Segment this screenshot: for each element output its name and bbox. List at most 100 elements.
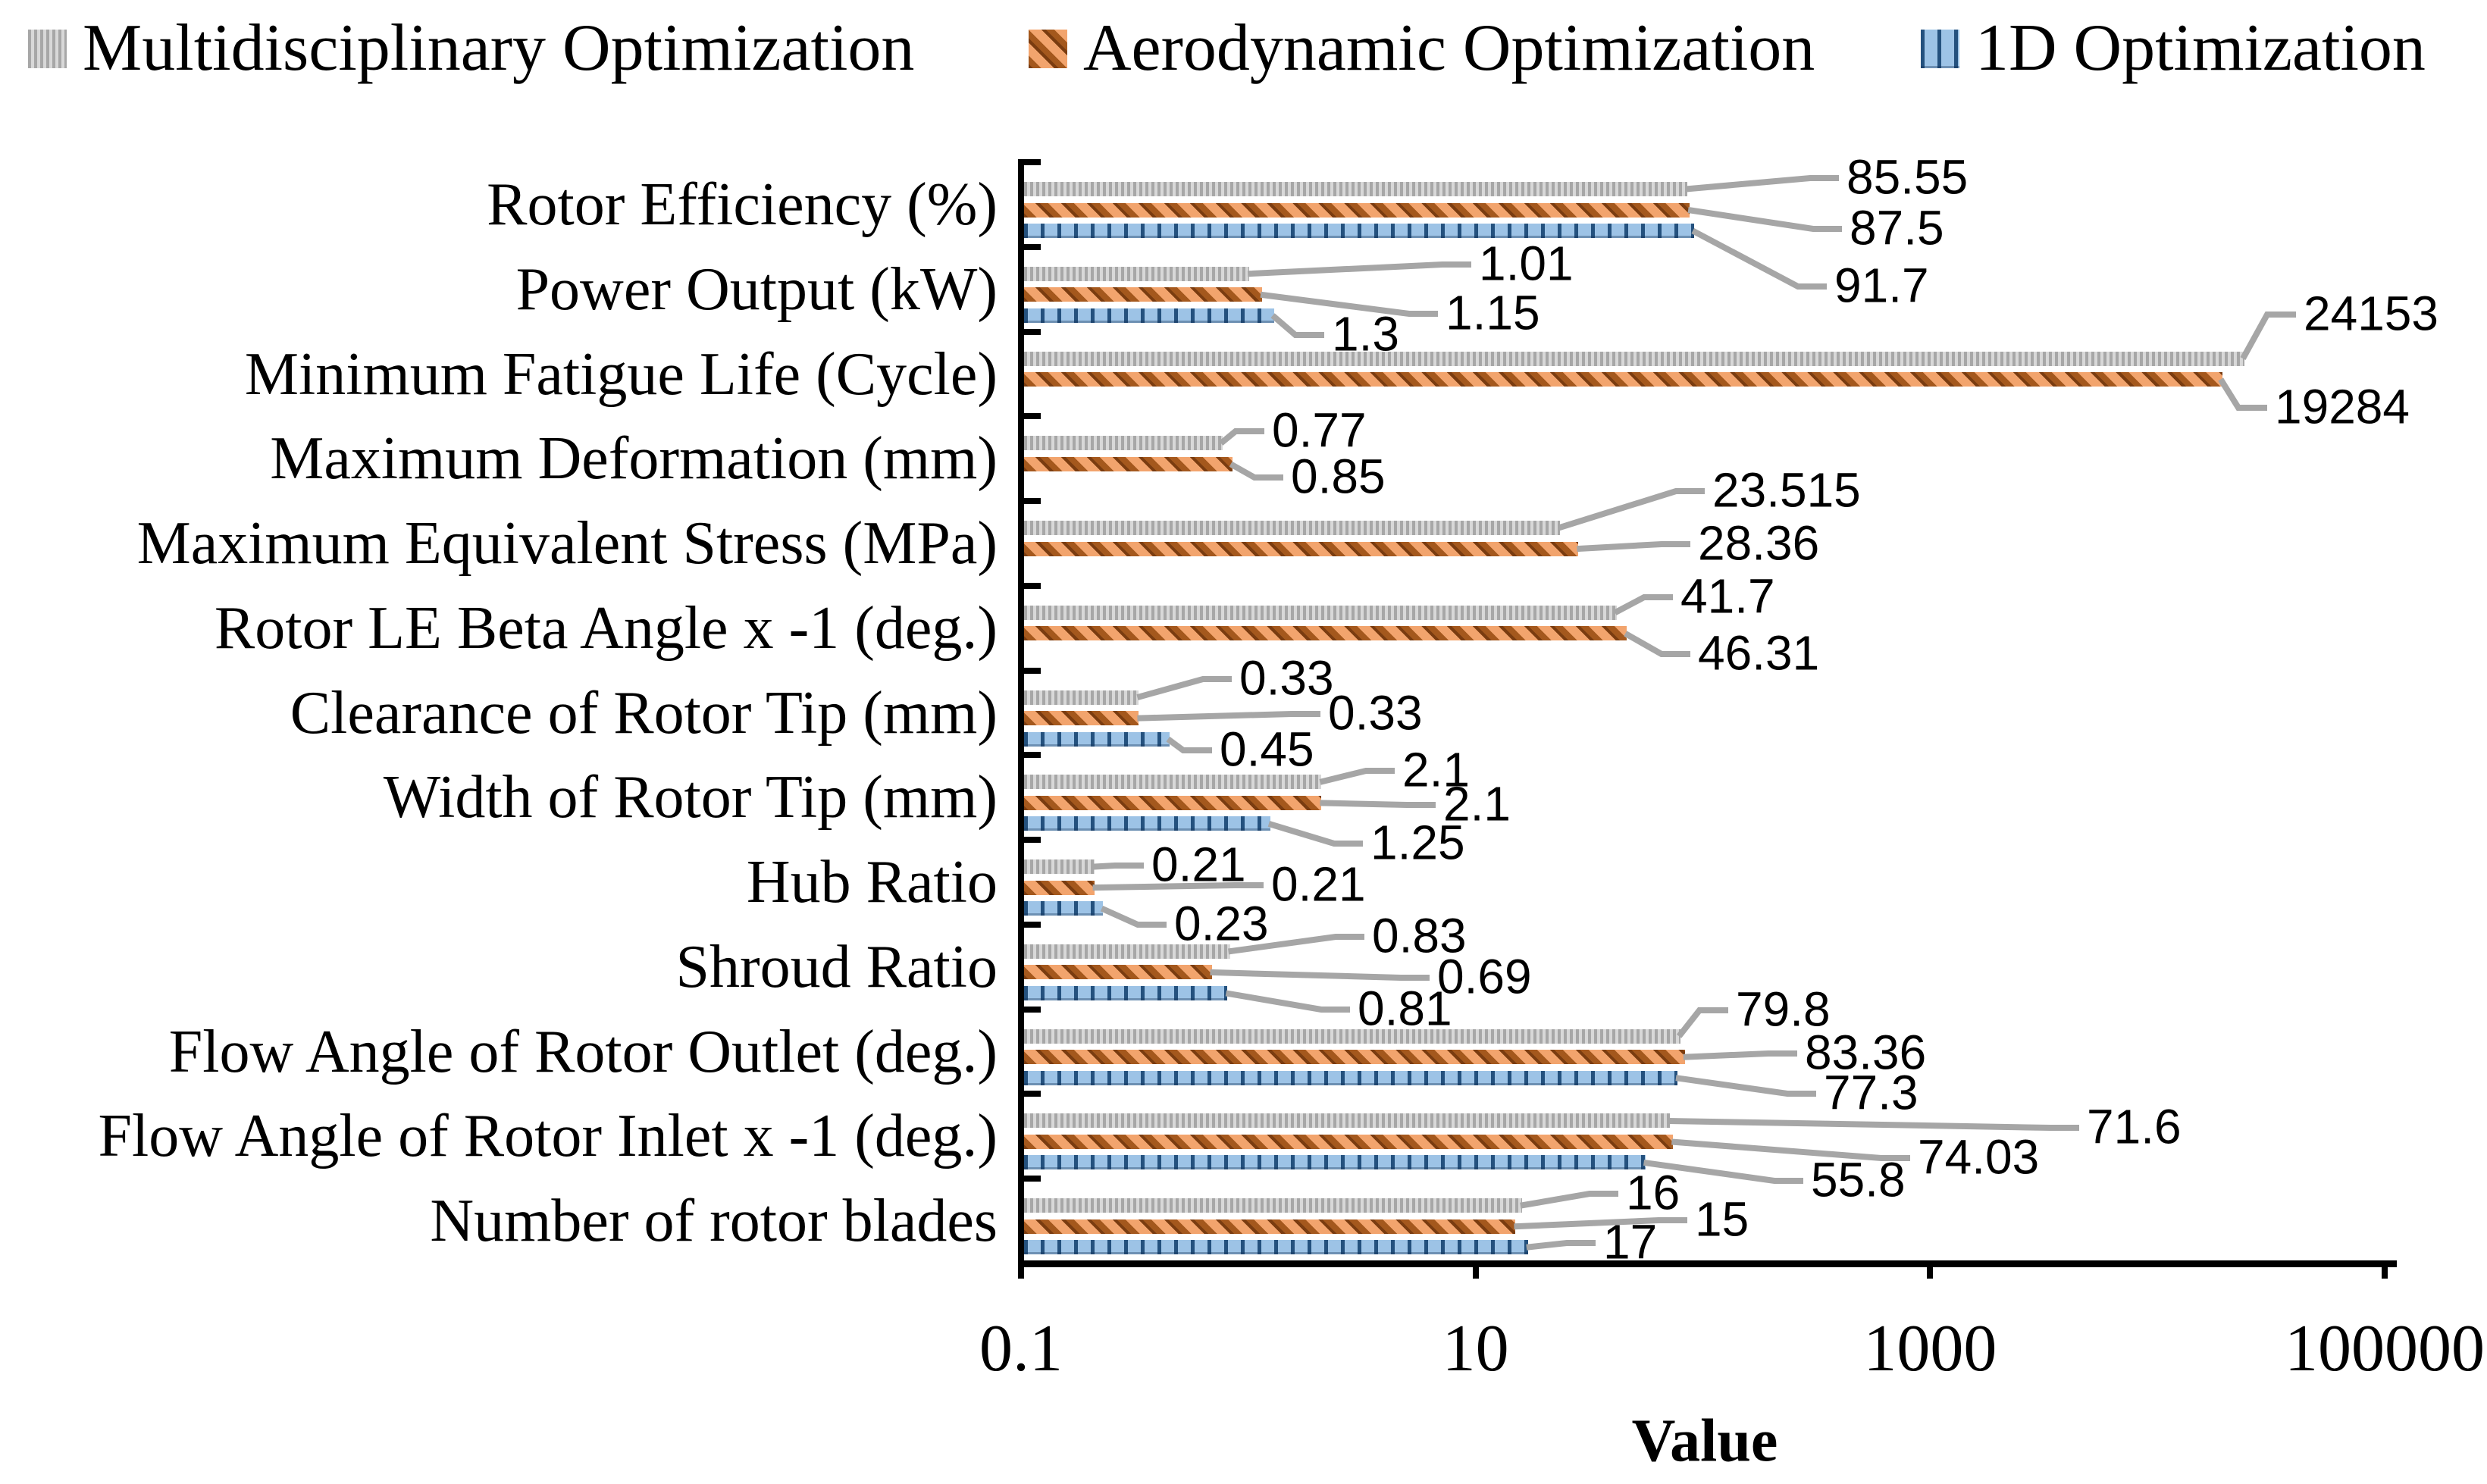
legend-item-multidisciplinary: Multidisciplinary Optimization (28, 6, 914, 91)
leader-line (1613, 594, 1673, 615)
data-label: 28.36 (1698, 515, 1820, 571)
y-axis-tick (1021, 498, 1041, 505)
leader-line (1100, 906, 1167, 928)
bar-1d (1024, 985, 1228, 1000)
data-label: 0.83 (1372, 908, 1467, 963)
y-axis-line (1018, 159, 1024, 1267)
bar-aerodynamic (1024, 1050, 1685, 1065)
bar-aerodynamic (1024, 880, 1095, 895)
x-axis-title: Value (1631, 1407, 1778, 1475)
leader-line (1319, 768, 1395, 785)
leader-line (1671, 1138, 1910, 1161)
category-label: Hub Ratio (746, 849, 998, 916)
category-label: Width of Rotor Tip (mm) (383, 764, 998, 831)
bar-multidisciplinary (1024, 605, 1617, 620)
category-label: Maximum Deformation (mm) (270, 425, 998, 493)
leader-line (1643, 1159, 1803, 1184)
leader-line (1520, 1191, 1618, 1209)
y-axis-tick (1021, 837, 1041, 844)
leader-line (1691, 227, 1827, 290)
data-label: 23.515 (1712, 462, 1861, 518)
y-axis-tick (1021, 1006, 1041, 1013)
data-label: 0.33 (1239, 650, 1334, 706)
bar-multidisciplinary (1024, 1198, 1522, 1213)
leader-line (1092, 863, 1144, 870)
data-label: 91.7 (1834, 258, 1929, 313)
data-label: 55.8 (1811, 1152, 1906, 1207)
x-axis-tick (1018, 1267, 1024, 1279)
y-axis-tick (1021, 1176, 1041, 1182)
data-label: 0.21 (1271, 856, 1366, 912)
y-axis-tick (1021, 328, 1041, 335)
leader-line (1320, 800, 1436, 808)
legend-swatch-aerodynamic-icon (1029, 29, 1067, 68)
data-label: 0.69 (1437, 949, 1532, 1004)
bar-1d (1024, 731, 1170, 747)
data-label: 1.25 (1370, 815, 1465, 870)
bar-multidisciplinary (1024, 266, 1250, 281)
data-label: 71.6 (2087, 1099, 2182, 1154)
data-label: 2.1 (1402, 742, 1470, 797)
leader-line (1270, 313, 1324, 338)
y-axis-tick (1021, 159, 1041, 165)
bar-1d (1024, 1240, 1528, 1255)
data-label: 1.3 (1332, 306, 1399, 362)
leader-line (1676, 1007, 1728, 1038)
x-tick-label: 1000 (1863, 1312, 1997, 1385)
leader-line (1137, 711, 1320, 722)
bar-aerodynamic (1024, 626, 1627, 641)
data-label: 0.45 (1220, 722, 1314, 777)
bar-multidisciplinary (1024, 944, 1230, 959)
bar-multidisciplinary (1024, 859, 1095, 875)
y-axis-tick (1021, 921, 1041, 928)
leader-line (1228, 934, 1364, 955)
bar-multidisciplinary (1024, 775, 1322, 790)
data-label: 19284 (2275, 379, 2410, 434)
bar-1d (1024, 308, 1274, 323)
leader-line (1247, 261, 1471, 277)
y-axis-tick (1021, 243, 1041, 250)
leader-line (1577, 541, 1690, 553)
x-tick-label: 100000 (2285, 1312, 2485, 1385)
data-label: 2.1 (1443, 776, 1511, 831)
leader-line (1683, 1050, 1797, 1060)
bar-multidisciplinary (1024, 436, 1223, 451)
data-label: 15 (1695, 1191, 1749, 1247)
category-label: Flow Angle of Rotor Inlet x -1 (deg.) (98, 1103, 998, 1170)
category-label: Maximum Equivalent Stress (MPa) (136, 510, 998, 578)
leader-line (1624, 631, 1690, 657)
data-label: 87.5 (1850, 200, 1944, 255)
legend-swatch-multidisciplinary-icon (28, 29, 67, 68)
bar-multidisciplinary (1024, 521, 1560, 536)
x-axis-line (1018, 1260, 2397, 1267)
legend-label: 1D Optimization (1975, 11, 2426, 85)
bar-aerodynamic (1024, 456, 1233, 471)
bar-multidisciplinary (1024, 182, 1688, 196)
leader-line (1225, 990, 1350, 1013)
leader-line (1210, 969, 1430, 981)
bar-aerodynamic (1024, 541, 1579, 556)
data-label: 16 (1626, 1165, 1680, 1220)
category-label: Power Output (kW) (515, 255, 998, 323)
bar-aerodynamic (1024, 1134, 1674, 1149)
y-axis-tick (1021, 752, 1041, 759)
legend-item-aerodynamic: Aerodynamic Optimization (1029, 6, 1815, 91)
bar-aerodynamic (1024, 372, 2222, 387)
data-label: 46.31 (1698, 625, 1820, 681)
bar-aerodynamic (1024, 287, 1263, 302)
bar-multidisciplinary (1024, 690, 1139, 705)
legend-label: Multidisciplinary Optimization (83, 11, 915, 85)
data-label: 85.55 (1846, 149, 1969, 205)
leader-line (1685, 175, 1839, 193)
leader-line (1219, 428, 1264, 446)
y-axis-tick (1021, 413, 1041, 420)
data-label: 74.03 (1918, 1129, 2040, 1185)
leader-line (1136, 676, 1232, 700)
leader-line (1668, 1117, 2079, 1131)
category-label: Number of rotor blades (430, 1188, 998, 1255)
leader-line (1092, 882, 1264, 891)
x-axis-tick (2382, 1267, 2388, 1279)
bar-1d (1024, 224, 1695, 238)
leader-line (1166, 736, 1212, 753)
